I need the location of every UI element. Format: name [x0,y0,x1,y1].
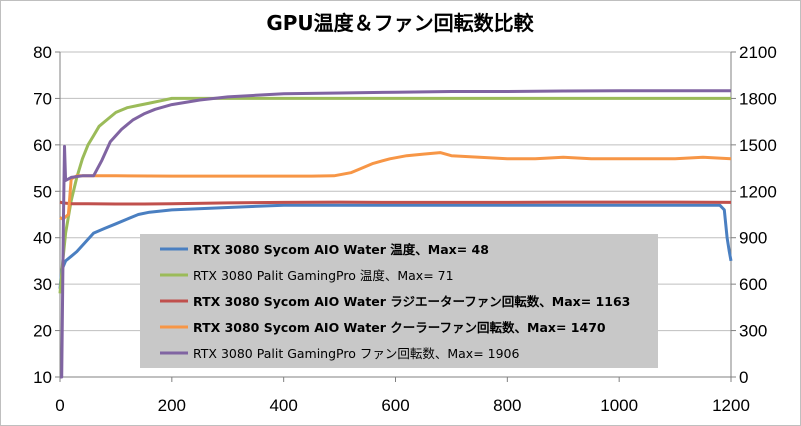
axes: 1020304050607080030060090012001500180021… [33,43,777,415]
legend-entry-0: RTX 3080 Sycom AIO Water 温度、Max= 48 [193,242,489,257]
series-line-4 [60,89,731,379]
x-tick-label-4: 800 [493,396,521,415]
y-left-tick-label-7: 80 [33,43,52,62]
y-right-tick-label-1: 300 [739,322,767,341]
series-layer [58,89,733,379]
x-tick-label-5: 1000 [600,396,638,415]
y-left-tick-label-3: 40 [33,229,52,248]
y-right-tick-label-7: 2100 [739,43,777,62]
y-right-tick-label-2: 600 [739,275,767,294]
legend-entry-1: RTX 3080 Palit GamingPro 温度、Max= 71 [193,268,454,283]
y-right-tick-label-0: 0 [739,368,748,387]
y-left-tick-label-6: 70 [33,89,52,108]
series-line-1 [58,96,731,294]
y-left-tick-label-2: 30 [33,275,52,294]
legend-entry-3: RTX 3080 Sycom AIO Water クーラーファン回転数、Max=… [193,320,606,335]
y-left-tick-label-4: 50 [33,182,52,201]
x-tick-label-3: 600 [381,396,409,415]
x-tick-label-6: 1200 [712,396,750,415]
y-left-tick-label-5: 60 [33,136,52,155]
y-left-tick-label-1: 20 [33,322,52,341]
legend-entry-4: RTX 3080 Palit GamingPro ファン回転数、Max= 190… [193,346,519,361]
series-line-2 [59,200,732,206]
y-right-tick-label-5: 1500 [739,136,777,155]
chart-title: GPU温度＆ファン回転数比較 [266,11,534,35]
legend: RTX 3080 Sycom AIO Water 温度、Max= 48 RTX 3… [140,234,658,368]
y-right-tick-label-3: 900 [739,229,767,248]
x-tick-label-0: 0 [55,396,64,415]
x-tick-label-1: 200 [158,396,186,415]
legend-box [140,234,658,368]
y-left-tick-label-0: 10 [33,368,52,387]
x-tick-label-2: 400 [269,396,297,415]
y-right-tick-label-6: 1800 [739,89,777,108]
series-line-0 [58,203,733,289]
y-right-tick-label-4: 1200 [739,182,777,201]
legend-entry-2: RTX 3080 Sycom AIO Water ラジエーターファン回転数、Ma… [193,294,630,309]
series-line-3 [59,151,732,221]
